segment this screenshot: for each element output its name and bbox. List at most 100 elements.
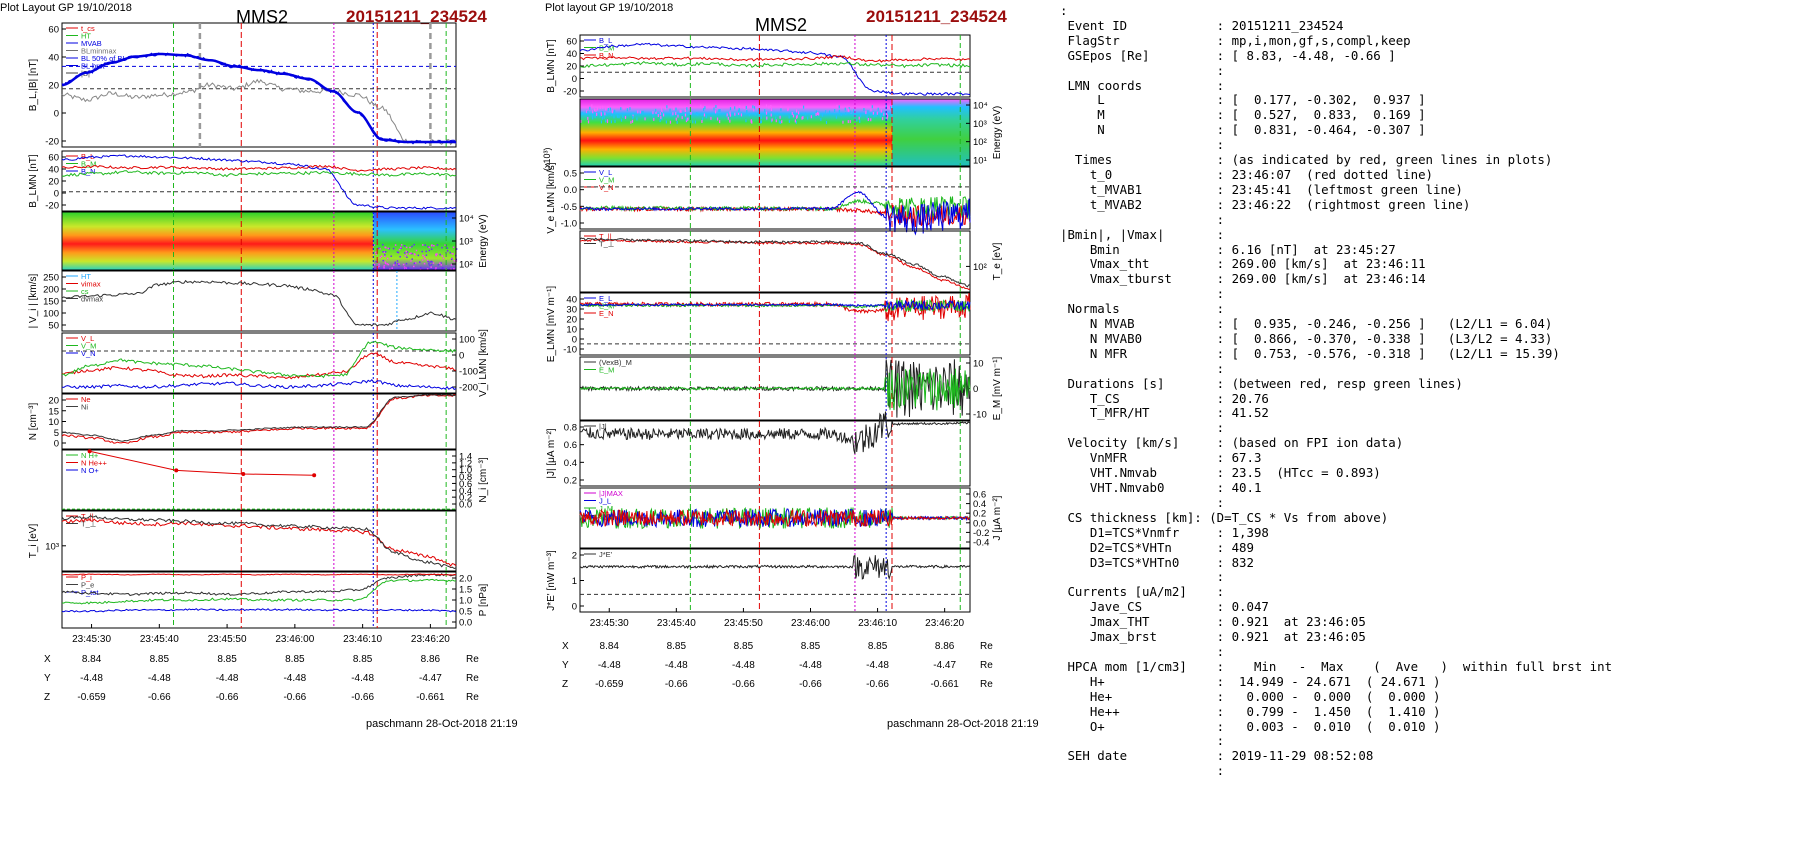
- summary-line: Vmax_tburst : 269.00 [km/s] at 23:46:14: [1060, 271, 1426, 287]
- middle-panel-j-ylabel: |J| [μA m⁻²]: [546, 428, 557, 478]
- middle-panel-e-tick-label: 30: [566, 305, 577, 316]
- spectrogram-noise: [738, 108, 741, 112]
- spectrogram-noise: [440, 264, 442, 266]
- middle-panel-spec-tick-label: 10²: [973, 137, 987, 148]
- spectrogram-noise: [765, 111, 768, 115]
- left-panel-ni-legend-label: N H+: [81, 451, 99, 460]
- spectrogram-noise: [637, 110, 639, 114]
- middle-panel-blmn-tick-label: 20: [566, 62, 577, 73]
- spectrogram-noise: [801, 116, 803, 120]
- spectrogram-noise: [382, 251, 384, 253]
- spectrogram-noise: [392, 247, 395, 250]
- spectrogram-noise: [661, 110, 663, 114]
- spectrogram-noise: [729, 119, 731, 123]
- summary-line: FlagStr : mp,i,mon,gf,s,compl,keep: [1060, 32, 1411, 48]
- spectrogram-noise: [759, 120, 761, 124]
- middle-panel-spec-tick-label: 10³: [973, 119, 987, 130]
- spectrogram-noise: [889, 106, 892, 110]
- left-panel-bl-tick-label: 60: [48, 25, 59, 36]
- spectrogram-noise: [388, 247, 391, 250]
- summary-line: VHT.Nmvab0 : 40.1: [1060, 480, 1262, 495]
- spectrogram-noise: [405, 246, 408, 249]
- spectrogram-noise: [726, 113, 728, 117]
- left-panel-p-ylabel: P [nPa]: [478, 583, 489, 616]
- spectrogram-noise: [816, 112, 819, 116]
- left-panel-n-tick-label: 15: [48, 406, 59, 417]
- spectrogram-noise: [675, 117, 677, 121]
- spectrogram-noise: [875, 113, 877, 117]
- spectrogram-noise: [631, 119, 634, 123]
- middle-panel-ve-tick-label: -1.0: [561, 219, 577, 230]
- left-time-label: 23:45:30: [72, 634, 111, 645]
- summary-line: LMN coords :: [1060, 77, 1225, 93]
- spectrogram-noise: [751, 120, 753, 124]
- middle-panel-e-legend-label: E_L: [599, 294, 612, 303]
- spectrogram-noise: [804, 112, 807, 116]
- left-pos-value: -0.66: [148, 692, 171, 703]
- summary-line: H+ : 14.949 - 24.671 ( 24.671 ): [1060, 673, 1441, 689]
- spectrogram-noise: [689, 116, 691, 120]
- spectrogram-noise: [389, 268, 391, 271]
- middle-time-label: 23:45:40: [657, 618, 696, 629]
- left-panel-p-tick-label: 1.0: [459, 596, 472, 607]
- spectrogram-noise: [384, 254, 386, 256]
- spectrogram-noise: [791, 111, 793, 115]
- summary-line: :: [1060, 3, 1068, 18]
- spectrogram-noise: [387, 263, 390, 266]
- spectrogram-noise: [681, 116, 683, 120]
- spectrogram-noise: [850, 110, 852, 114]
- spectrogram-noise: [877, 107, 879, 111]
- spectrogram-noise: [810, 115, 812, 119]
- spectrogram-noise: [679, 109, 681, 113]
- spectrogram-noise: [886, 112, 888, 116]
- spectrogram-noise: [675, 107, 677, 111]
- bl-smooth-line: [61, 52, 456, 144]
- spectrogram-noise: [753, 108, 755, 112]
- left-pos-value: -0.659: [77, 692, 106, 703]
- spectrogram-noise: [825, 120, 828, 124]
- summary-line: He++ : 0.799 - 1.450 ( 1.410 ): [1060, 703, 1441, 719]
- middle-panel-e-tick-label: 20: [566, 315, 577, 326]
- ptot-line: [61, 608, 457, 613]
- spectrogram-noise: [424, 257, 426, 260]
- spectrogram-noise: [426, 268, 429, 270]
- left-panel-vlmn-ylabel: V_i LMN [km/s]: [478, 329, 489, 397]
- spectrogram-noise: [652, 114, 654, 118]
- spectrogram-noise: [713, 107, 715, 111]
- left-panel-vi-tick-label: 50: [48, 321, 59, 332]
- middle-panel-ve-tick-label: -0.5: [561, 202, 577, 213]
- middle-event-title: 20151211_234524: [866, 7, 1007, 26]
- middle-panel-ve-legend-label: V_L: [599, 168, 612, 177]
- he-pp-point: [312, 473, 317, 478]
- summary-line: N MFR : [ 0.753, -0.576, -0.318 ] (L2/L1…: [1060, 345, 1560, 361]
- spectrogram-noise: [605, 112, 607, 116]
- spectrogram-noise: [426, 259, 429, 262]
- spectrogram-noise: [746, 109, 748, 113]
- left-panel-n-tick-label: 5: [54, 428, 59, 439]
- spectrogram-noise: [629, 107, 631, 111]
- spectrogram-noise: [676, 120, 678, 124]
- spectrogram-noise: [874, 111, 877, 115]
- spectrogram-noise: [788, 119, 790, 123]
- left-panel-p-tick-label: 0.5: [459, 607, 472, 618]
- summary-line: VHT.Nmvab : 23.5 (HTcc = 0.893): [1060, 465, 1381, 481]
- middle-panel-jlmn-legend-label: J_M: [599, 504, 613, 513]
- spectrogram-noise: [425, 250, 427, 253]
- spectrogram-noise: [758, 108, 760, 112]
- spectrogram-noise: [835, 115, 838, 119]
- spectrogram-noise: [398, 248, 401, 251]
- summary-line: :: [1060, 643, 1225, 659]
- spectrogram-noise: [886, 116, 888, 120]
- spectrogram-noise: [394, 261, 396, 264]
- middle-panel-em-legend-label: E_M: [599, 366, 614, 375]
- spectrogram-noise: [449, 251, 451, 254]
- spectrogram-noise: [599, 106, 601, 110]
- spectrogram-noise: [375, 253, 377, 255]
- spectrogram-noise: [632, 115, 634, 119]
- left-panel-bl-tick-label: 0: [54, 109, 59, 120]
- left-panel-ni-frame: [61, 449, 457, 511]
- spectrogram-noise: [440, 262, 442, 264]
- bn-line: [579, 54, 971, 63]
- left-pos-value: 8.85: [285, 654, 305, 665]
